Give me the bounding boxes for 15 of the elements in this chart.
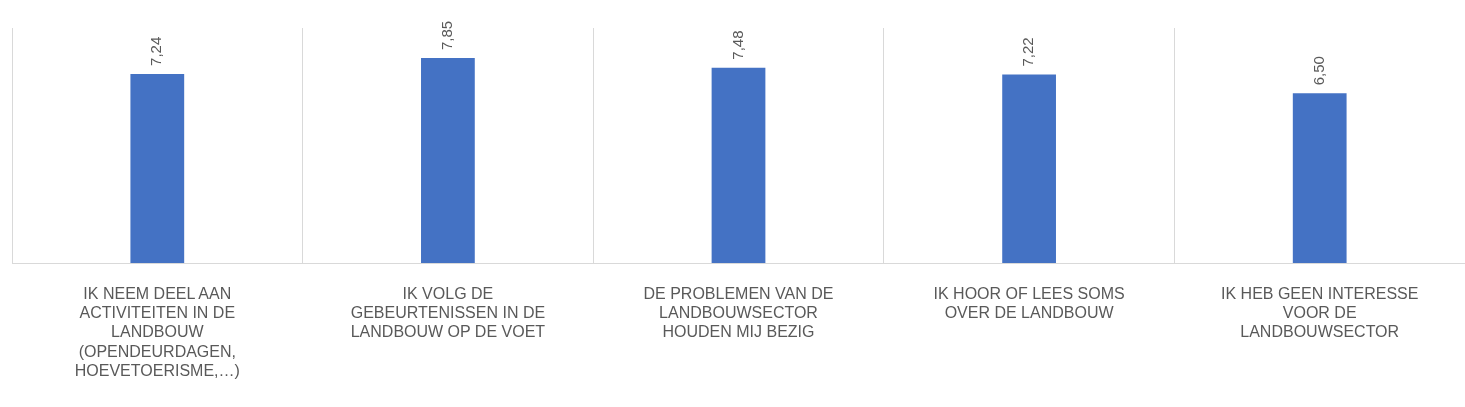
- data-label: 7,48: [728, 30, 746, 60]
- bar: [130, 73, 185, 263]
- bar: [711, 67, 766, 263]
- x-tick-label: IK VOLG DE GEBEURTENISSEN IN DE LANDBOUW OP DE VOET: [350, 285, 546, 341]
- x-tick-label: IK HOOR OF LEES SOMS OVER DE LANDBOUW: [933, 285, 1125, 322]
- bar: [1002, 74, 1056, 263]
- x-tick-label: IK NEEM DEEL AAN ACTIVITEITEN IN DE LANDBOUW (OPENDEURDAGEN, HOEVETOERISME,…): [74, 285, 240, 379]
- bar: [421, 58, 475, 263]
- data-label: 7,22: [1019, 37, 1037, 67]
- data-label: 6,50: [1309, 56, 1327, 86]
- data-label: 7,24: [147, 36, 165, 66]
- bar: [1292, 93, 1347, 263]
- x-tick-label: IK HEB GEEN INTERESSE VOOR DE LANDBOUWSECTOR: [1221, 285, 1419, 341]
- data-label: 7,85: [438, 20, 456, 51]
- x-tick-label: DE PROBLEMEN VAN DE LANDBOUWSECTOR HOUDEN MIJ BEZIG: [643, 285, 834, 341]
